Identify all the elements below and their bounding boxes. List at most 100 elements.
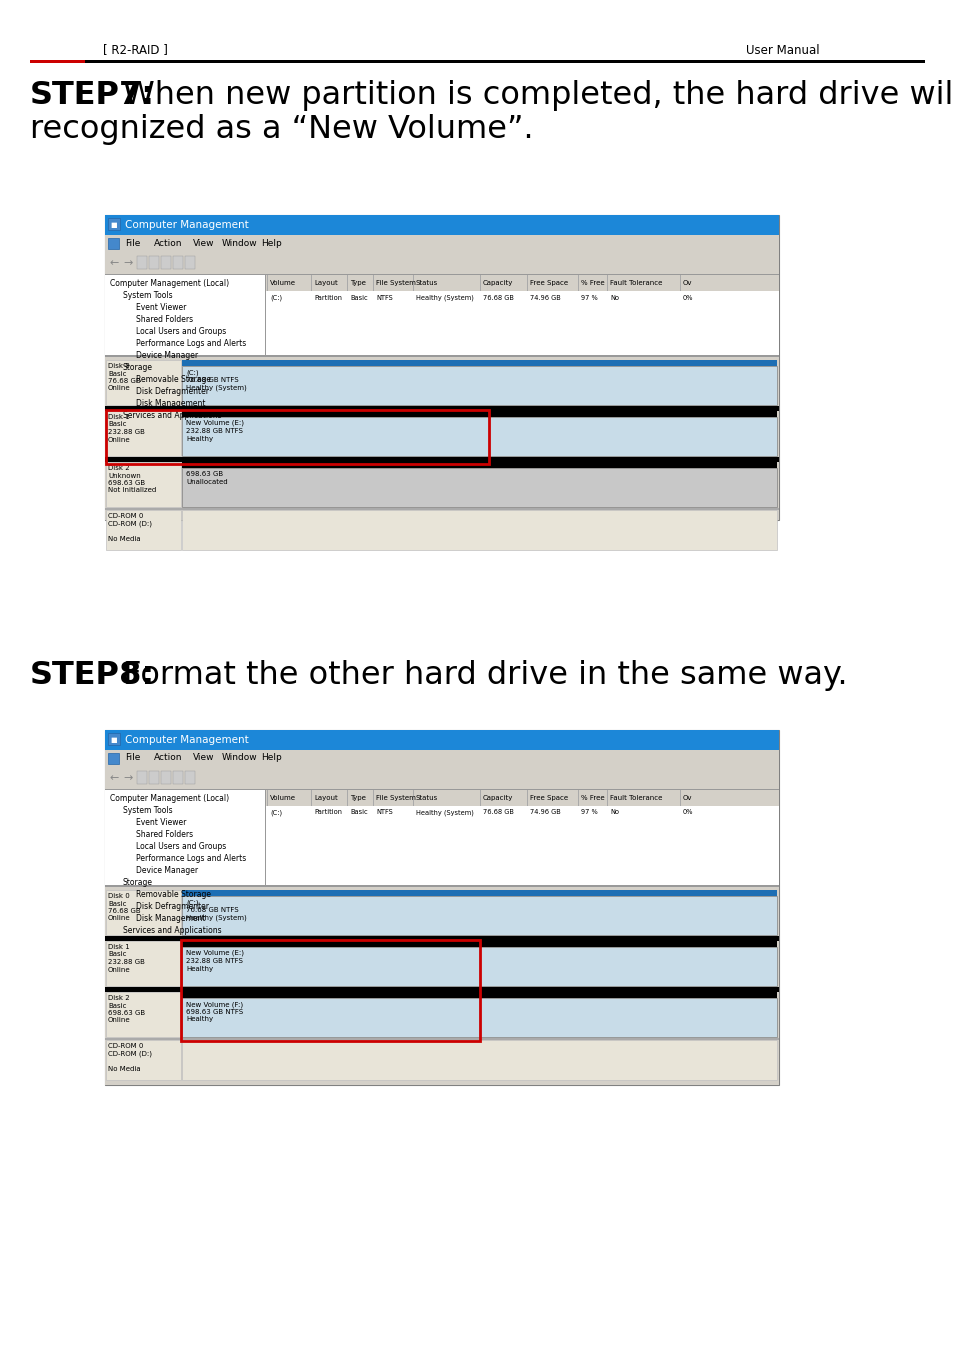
- Bar: [106, 360, 181, 405]
- Bar: [347, 790, 348, 806]
- Text: →: →: [123, 774, 132, 783]
- Bar: [182, 510, 776, 549]
- Bar: [182, 417, 776, 456]
- Text: Disk 1
Basic
232.88 GB
Online: Disk 1 Basic 232.88 GB Online: [108, 414, 145, 443]
- Text: 0%: 0%: [682, 294, 693, 301]
- Bar: [266, 790, 779, 806]
- Bar: [526, 275, 527, 292]
- Text: (C:): (C:): [270, 809, 282, 815]
- Bar: [105, 275, 265, 520]
- Bar: [105, 356, 779, 520]
- Text: User Manual: User Manual: [745, 43, 820, 57]
- Bar: [30, 59, 85, 62]
- Text: Removable Storage: Removable Storage: [136, 375, 211, 383]
- Text: Services and Applications: Services and Applications: [123, 410, 221, 420]
- Text: Disk Management: Disk Management: [136, 400, 205, 408]
- Bar: [108, 733, 120, 745]
- Text: Local Users and Groups: Local Users and Groups: [136, 327, 226, 336]
- Text: File: File: [125, 239, 140, 247]
- Bar: [267, 790, 268, 806]
- Bar: [266, 304, 779, 355]
- Text: ←: ←: [110, 774, 119, 783]
- Bar: [606, 275, 607, 292]
- Bar: [105, 215, 779, 520]
- Text: (C:)
76.68 GB NTFS
Healthy (System): (C:) 76.68 GB NTFS Healthy (System): [186, 369, 247, 391]
- Text: Basic: Basic: [350, 294, 367, 301]
- Text: Window: Window: [221, 239, 257, 247]
- Text: Ov: Ov: [682, 795, 692, 801]
- Text: ■: ■: [111, 221, 117, 228]
- Bar: [182, 366, 776, 405]
- Text: View: View: [193, 753, 214, 763]
- Text: Free Space: Free Space: [530, 279, 568, 286]
- Bar: [106, 941, 181, 986]
- Bar: [149, 256, 159, 269]
- Text: [ R2-RAID ]: [ R2-RAID ]: [103, 43, 168, 57]
- Bar: [373, 275, 374, 292]
- Bar: [413, 275, 414, 292]
- Text: CD-ROM 0
CD-ROM (D:)

No Media: CD-ROM 0 CD-ROM (D:) No Media: [108, 513, 152, 541]
- Text: Help: Help: [261, 239, 281, 247]
- Text: Computer Management: Computer Management: [125, 734, 249, 745]
- Text: Type: Type: [350, 279, 366, 286]
- Bar: [267, 275, 268, 292]
- Bar: [105, 887, 779, 1085]
- Text: View: View: [193, 239, 214, 247]
- Text: % Free: % Free: [580, 279, 604, 286]
- Text: Healthy (System): Healthy (System): [416, 294, 474, 301]
- Text: Disk 2
Unknown
698.63 GB
Not Initialized: Disk 2 Unknown 698.63 GB Not Initialized: [108, 464, 156, 494]
- Text: Disk 1
Basic
232.88 GB
Online: Disk 1 Basic 232.88 GB Online: [108, 944, 145, 972]
- Text: Layout: Layout: [314, 279, 337, 286]
- Text: New Volume (F:)
698.63 GB NTFS
Healthy: New Volume (F:) 698.63 GB NTFS Healthy: [186, 1000, 243, 1022]
- Bar: [182, 998, 776, 1037]
- Text: Performance Logs and Alerts: Performance Logs and Alerts: [136, 855, 246, 863]
- Bar: [606, 790, 607, 806]
- Bar: [679, 275, 680, 292]
- Bar: [105, 730, 779, 751]
- Bar: [105, 767, 779, 788]
- Text: Action: Action: [153, 753, 182, 763]
- Text: NTFS: NTFS: [375, 810, 393, 815]
- Bar: [185, 771, 194, 784]
- Bar: [105, 235, 779, 252]
- Text: Device Manager: Device Manager: [136, 865, 198, 875]
- Bar: [311, 790, 312, 806]
- Bar: [137, 771, 147, 784]
- Bar: [182, 946, 776, 986]
- Text: Ov: Ov: [682, 279, 692, 286]
- Text: Shared Folders: Shared Folders: [136, 315, 193, 324]
- Text: Capacity: Capacity: [482, 795, 513, 801]
- Text: 74.96 GB: 74.96 GB: [530, 810, 560, 815]
- Bar: [479, 275, 480, 292]
- Bar: [373, 790, 374, 806]
- Text: ■: ■: [111, 737, 117, 742]
- Text: Partition: Partition: [314, 810, 341, 815]
- Bar: [105, 458, 779, 462]
- Bar: [105, 215, 779, 235]
- Text: Disk Defragmenter: Disk Defragmenter: [136, 387, 209, 396]
- Text: Help: Help: [261, 753, 281, 763]
- Text: (C:): (C:): [270, 294, 282, 301]
- Text: New Volume (E:)
232.88 GB NTFS
Healthy: New Volume (E:) 232.88 GB NTFS Healthy: [186, 950, 244, 972]
- Text: Storage: Storage: [123, 363, 152, 373]
- Text: When new partition is completed, the hard drive will be: When new partition is completed, the har…: [112, 80, 953, 111]
- Bar: [108, 217, 120, 230]
- Text: (C:)
76.68 GB NTFS
Healthy (System): (C:) 76.68 GB NTFS Healthy (System): [186, 899, 247, 921]
- Bar: [182, 468, 776, 508]
- Bar: [311, 275, 312, 292]
- Text: Partition: Partition: [314, 294, 341, 301]
- Text: Shared Folders: Shared Folders: [136, 830, 193, 838]
- Bar: [137, 256, 147, 269]
- Text: Healthy (System): Healthy (System): [416, 809, 474, 815]
- Bar: [108, 753, 119, 764]
- Bar: [106, 992, 181, 1037]
- Bar: [85, 59, 924, 62]
- Text: CD-ROM 0
CD-ROM (D:)

No Media: CD-ROM 0 CD-ROM (D:) No Media: [108, 1044, 152, 1072]
- Text: Status: Status: [416, 279, 437, 286]
- Bar: [105, 790, 265, 1085]
- Bar: [182, 462, 776, 468]
- Bar: [266, 819, 779, 886]
- Text: NTFS: NTFS: [375, 294, 393, 301]
- Bar: [185, 256, 194, 269]
- Text: STEP8:: STEP8:: [30, 660, 155, 691]
